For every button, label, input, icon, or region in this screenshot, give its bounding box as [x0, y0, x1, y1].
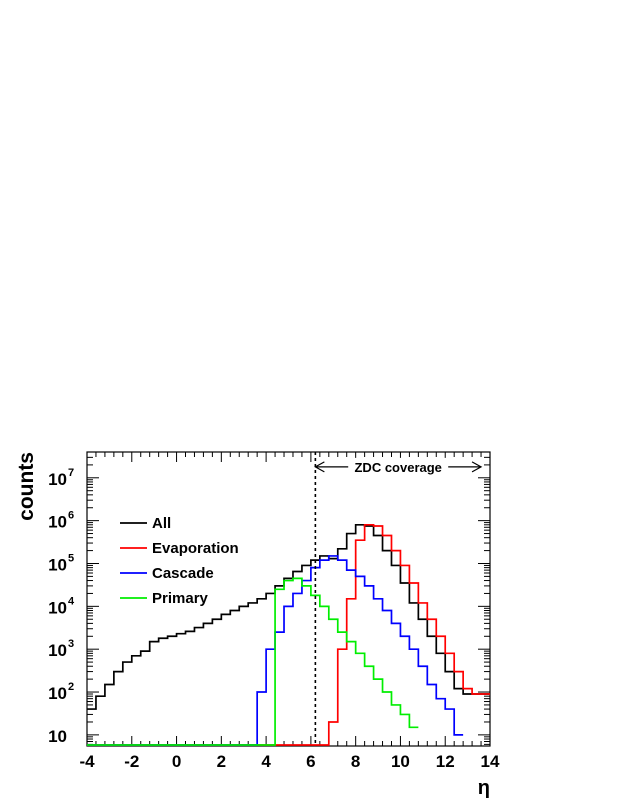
series-primary	[87, 577, 419, 746]
y-tick-label: 10	[48, 727, 67, 746]
legend-label: Evaporation	[152, 540, 239, 557]
y-tick-exponent: 7	[68, 467, 74, 479]
x-tick-label: 10	[391, 752, 410, 771]
arrowhead-right-icon	[471, 461, 483, 473]
legend: All Evaporation Cascade Primary	[120, 515, 239, 607]
axis-ticks	[86, 451, 491, 746]
legend-label: All	[152, 515, 171, 532]
y-tick-exponent: 3	[68, 638, 74, 650]
x-tick-label: 4	[261, 752, 271, 771]
zdc-coverage-label: ZDC coverage	[354, 460, 441, 475]
x-tick-label: -2	[124, 752, 139, 771]
y-tick-exponent: 4	[68, 595, 75, 607]
plot-frame	[86, 451, 491, 747]
legend-label: Cascade	[152, 565, 214, 582]
annotation-layer: ZDC coverage	[314, 452, 483, 746]
x-tick-label: 2	[217, 752, 226, 771]
y-tick-label: 10	[48, 641, 67, 660]
series-layer	[87, 523, 490, 746]
legend-label: Primary	[152, 590, 209, 607]
y-tick-exponent: 5	[68, 552, 74, 564]
y-tick-exponent: 6	[68, 510, 74, 522]
x-tick-label: -4	[79, 752, 95, 771]
y-tick-label: 10	[48, 684, 67, 703]
series-evaporation	[87, 523, 490, 746]
arrowhead-left-icon	[314, 461, 325, 473]
y-tick-label: 10	[48, 555, 67, 574]
x-tick-label: 12	[436, 752, 455, 771]
y-tick-label: 10	[48, 470, 67, 489]
y-tick-exponent: 2	[68, 681, 74, 693]
x-axis-title: η	[478, 777, 490, 799]
annotation-bg	[348, 457, 449, 475]
x-tick-label: 6	[306, 752, 315, 771]
series-all	[87, 523, 490, 710]
x-tick-label: 8	[351, 752, 360, 771]
y-axis-title: counts	[15, 452, 38, 521]
x-tick-label: 14	[481, 752, 500, 771]
y-tick-label: 10	[48, 598, 67, 617]
y-tick-label: 10	[48, 513, 67, 532]
x-tick-labels: -4 -2 0 2 4 6 8 10 12 14	[79, 752, 500, 771]
x-tick-label: 0	[172, 752, 181, 771]
